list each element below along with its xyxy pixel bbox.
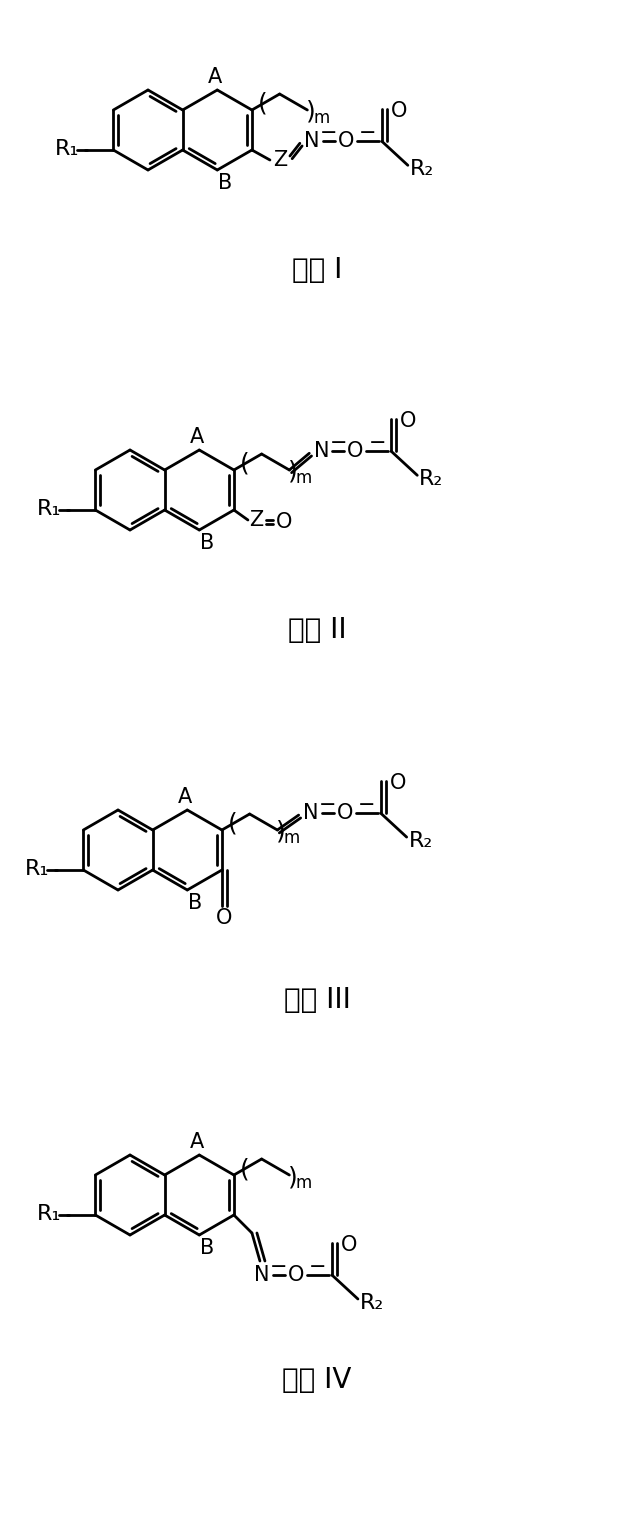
Text: 通式 I: 通式 I — [292, 256, 342, 284]
Text: −: − — [368, 433, 386, 453]
Text: B: B — [218, 172, 232, 192]
Text: A: A — [208, 67, 222, 87]
Text: Z: Z — [273, 150, 287, 169]
Text: O: O — [341, 1235, 357, 1254]
Text: (: ( — [258, 92, 268, 116]
Text: m: m — [313, 108, 330, 127]
Text: O: O — [400, 412, 417, 432]
Text: ): ) — [288, 1164, 297, 1189]
Text: O: O — [337, 803, 353, 823]
Text: O: O — [389, 774, 406, 794]
Text: A: A — [190, 1132, 204, 1152]
Text: O: O — [276, 513, 292, 533]
Text: m: m — [295, 468, 312, 487]
Text: O: O — [288, 1265, 304, 1285]
Text: 通式 IV: 通式 IV — [283, 1366, 352, 1393]
Text: B: B — [200, 1238, 215, 1257]
Text: −: − — [359, 124, 377, 143]
Text: (: ( — [240, 452, 250, 476]
Text: N: N — [303, 803, 318, 823]
Text: 通式 III: 通式 III — [284, 986, 351, 1013]
Text: −: − — [270, 1257, 288, 1277]
Text: R₂: R₂ — [360, 1293, 384, 1312]
Text: −: − — [319, 795, 337, 815]
Text: (: ( — [228, 812, 237, 836]
Text: B: B — [200, 533, 215, 552]
Text: O: O — [347, 441, 363, 461]
Text: A: A — [178, 787, 192, 807]
Text: N: N — [304, 131, 319, 151]
Text: −: − — [330, 433, 347, 453]
Text: (: ( — [240, 1157, 250, 1181]
Text: O: O — [216, 908, 232, 928]
Text: N: N — [254, 1265, 270, 1285]
Text: N: N — [314, 441, 329, 461]
Text: R₁: R₁ — [37, 1204, 62, 1224]
Text: Z: Z — [249, 510, 263, 530]
Text: ): ) — [305, 101, 315, 124]
Text: −: − — [309, 1257, 326, 1277]
Text: R₁: R₁ — [25, 859, 50, 879]
Text: ): ) — [288, 459, 297, 484]
Text: m: m — [295, 1173, 312, 1192]
Text: ): ) — [276, 819, 285, 844]
Text: R₁: R₁ — [37, 499, 62, 519]
Text: B: B — [188, 893, 203, 913]
Text: R₂: R₂ — [408, 832, 433, 852]
Text: O: O — [391, 101, 407, 121]
Text: R₂: R₂ — [419, 470, 443, 490]
Text: A: A — [190, 427, 204, 447]
Text: m: m — [283, 829, 300, 847]
Text: O: O — [338, 131, 354, 151]
Text: 通式 II: 通式 II — [288, 617, 346, 644]
Text: R₂: R₂ — [410, 159, 434, 179]
Text: −: − — [358, 795, 375, 815]
Text: −: − — [320, 124, 338, 143]
Text: R₁: R₁ — [55, 139, 79, 159]
